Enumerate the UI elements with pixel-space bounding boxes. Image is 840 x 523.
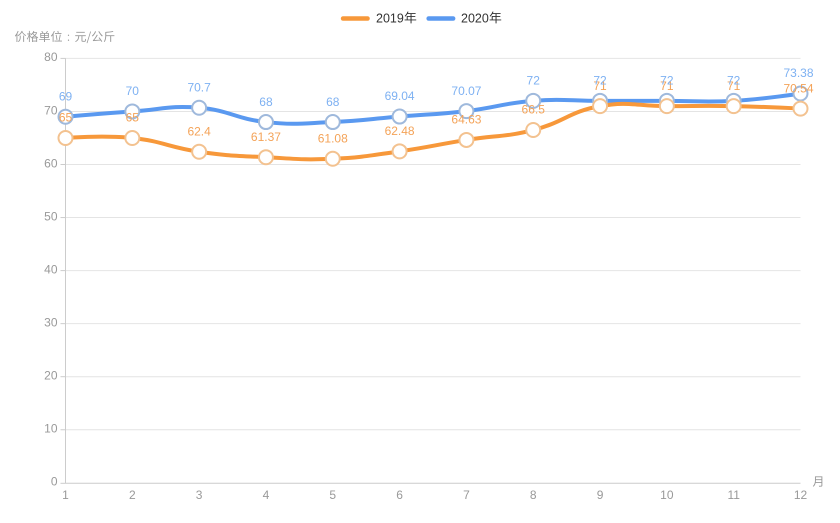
svg-text:20: 20 [44, 369, 58, 383]
svg-text:70.54: 70.54 [783, 81, 813, 95]
svg-text:3: 3 [196, 488, 203, 502]
svg-text:71: 71 [593, 79, 607, 93]
svg-text:4: 4 [263, 488, 270, 502]
svg-text:7: 7 [463, 488, 470, 502]
svg-text:61.08: 61.08 [318, 131, 348, 145]
svg-text:60: 60 [44, 156, 58, 170]
svg-text:2020: 2020 [461, 11, 489, 25]
svg-text:10: 10 [660, 488, 674, 502]
svg-text:30: 30 [44, 315, 58, 329]
svg-text:72: 72 [527, 74, 541, 88]
svg-text:66.5: 66.5 [522, 103, 546, 117]
svg-text:2: 2 [129, 488, 136, 502]
svg-text:72: 72 [660, 74, 674, 88]
svg-text:64.63: 64.63 [451, 113, 481, 127]
svg-text:62.48: 62.48 [385, 124, 415, 138]
svg-text:68: 68 [259, 95, 273, 109]
svg-text:70.07: 70.07 [451, 84, 481, 98]
svg-text:0: 0 [51, 475, 58, 489]
svg-text:12: 12 [794, 488, 808, 502]
svg-text:68: 68 [326, 95, 340, 109]
svg-text:65: 65 [126, 111, 140, 125]
svg-text:73.38: 73.38 [783, 66, 813, 80]
svg-text:10: 10 [44, 422, 58, 436]
svg-text:69.04: 69.04 [385, 89, 415, 103]
svg-text:11: 11 [727, 488, 740, 502]
svg-text:8: 8 [530, 488, 537, 502]
svg-text:9: 9 [597, 488, 604, 502]
svg-text:65: 65 [59, 111, 73, 125]
svg-text:40: 40 [44, 262, 58, 276]
svg-text:1: 1 [62, 488, 69, 502]
svg-text:6: 6 [396, 488, 403, 502]
svg-text:70: 70 [44, 103, 58, 117]
svg-text:69: 69 [59, 89, 73, 103]
svg-text:72: 72 [727, 74, 741, 88]
svg-text:71: 71 [727, 79, 741, 93]
svg-text:71: 71 [660, 79, 674, 93]
svg-text:50: 50 [44, 209, 58, 223]
svg-text:70: 70 [126, 84, 140, 98]
svg-text:80: 80 [44, 50, 58, 64]
svg-text:61.37: 61.37 [251, 130, 281, 144]
svg-text:62.4: 62.4 [187, 124, 211, 138]
svg-text:5: 5 [329, 488, 336, 502]
svg-text:70.7: 70.7 [187, 80, 211, 94]
svg-text:72: 72 [593, 74, 607, 88]
svg-text:2019: 2019 [376, 11, 404, 25]
